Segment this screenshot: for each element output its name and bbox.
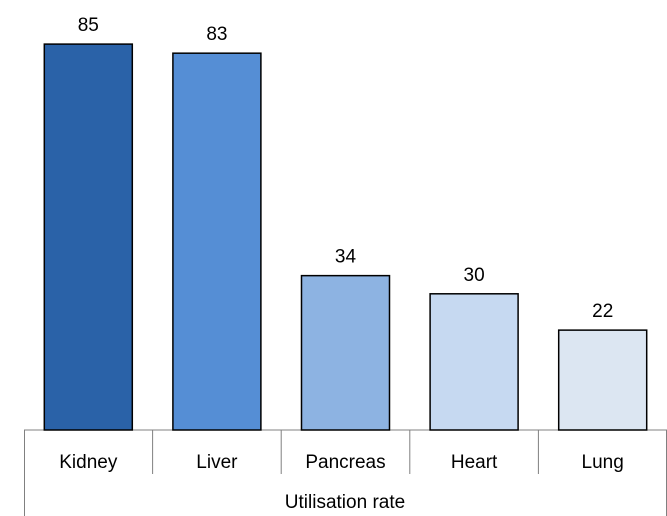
- bar: [172, 52, 262, 431]
- data-label: 85: [78, 15, 99, 36]
- x-tick-label: Lung: [582, 452, 624, 473]
- x-tick-label: Heart: [451, 452, 498, 473]
- x-axis-title: Utilisation rate: [285, 492, 405, 513]
- data-label: 30: [464, 265, 485, 286]
- x-tick-label: Kidney: [59, 452, 118, 473]
- bar: [557, 329, 648, 431]
- data-label: 83: [206, 24, 227, 45]
- bar: [43, 43, 134, 431]
- x-tick-label: Liver: [196, 452, 238, 473]
- bar: [429, 293, 519, 431]
- bar: [300, 274, 391, 431]
- data-label: 22: [592, 301, 613, 322]
- data-label: 34: [335, 247, 357, 268]
- x-tick-label: Pancreas: [305, 452, 385, 473]
